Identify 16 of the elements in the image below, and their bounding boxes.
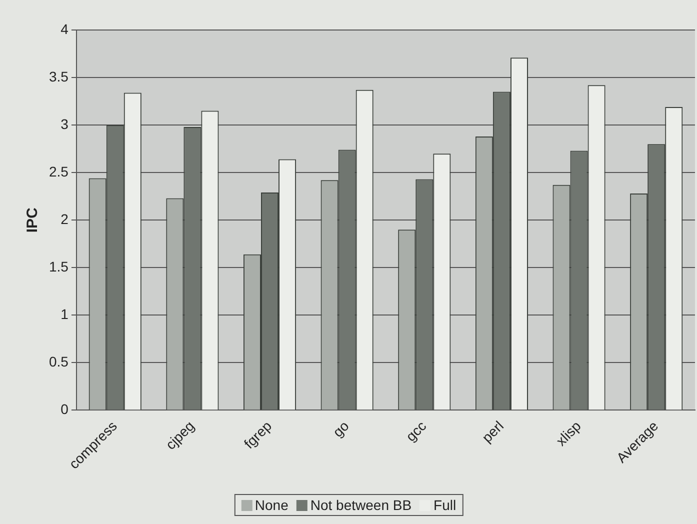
x-tick-label: go — [330, 418, 352, 440]
y-tick-label: 3 — [60, 116, 69, 132]
y-tick-label: 1 — [60, 306, 69, 322]
x-tick-label: xlisp — [552, 418, 584, 449]
y-tick-label: 2 — [60, 210, 69, 227]
y-tick-label: 1.5 — [48, 258, 69, 274]
y-axis-title: IPC — [24, 207, 42, 233]
y-tick-label: 0.5 — [48, 354, 69, 370]
y-tick-label: 2.5 — [48, 163, 69, 180]
legend-label: Full — [434, 497, 456, 513]
x-tick-label: gcc — [402, 418, 430, 444]
y-tick-label: 4 — [60, 20, 69, 37]
y-tick-label: 0 — [60, 401, 69, 418]
y-tick-label: 3.5 — [48, 68, 69, 84]
legend-label: None — [254, 497, 288, 513]
legend-label: Not between BB — [310, 497, 412, 513]
